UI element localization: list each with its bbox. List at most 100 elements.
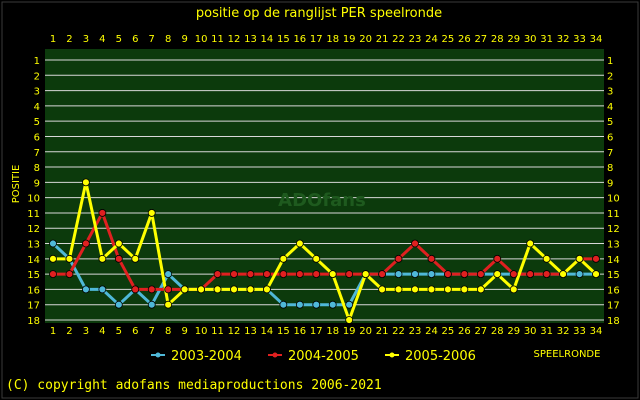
y-tick-left-18: 18	[27, 316, 40, 327]
point-2004-2005-19	[345, 270, 354, 279]
point-2004-2005-2	[65, 270, 74, 279]
point-2005-2006-1	[49, 254, 57, 263]
point-2005-2006-21	[378, 285, 386, 294]
y-tick-right-5: 5	[607, 117, 613, 128]
point-2005-2006-31	[542, 254, 551, 263]
point-2005-2006-27	[476, 285, 485, 294]
x-tick-top-30: 30	[524, 34, 537, 45]
point-2005-2006-17	[312, 254, 321, 263]
y-tick-right-2: 2	[607, 71, 613, 82]
point-2005-2006-8	[164, 300, 173, 309]
x-tick-top-33: 33	[573, 34, 586, 45]
legend-label-2004-2005: 2004-2005	[288, 349, 359, 364]
x-tick-bottom-34: 34	[590, 326, 603, 337]
x-tick-top-2: 2	[66, 34, 72, 45]
y-tick-left-3: 3	[34, 87, 40, 98]
x-tick-top-6: 6	[132, 34, 138, 45]
point-2005-2006-22	[394, 285, 403, 294]
point-2005-2006-25	[444, 285, 452, 294]
point-2005-2006-6	[131, 254, 140, 263]
y-tick-left-6: 6	[34, 132, 40, 143]
x-tick-bottom-21: 21	[376, 326, 389, 337]
y-tick-left-9: 9	[34, 178, 40, 189]
x-tick-bottom-26: 26	[458, 326, 471, 337]
y-tick-left-16: 16	[27, 285, 40, 296]
point-2005-2006-13	[246, 285, 255, 294]
x-tick-top-14: 14	[261, 34, 274, 45]
y-tick-right-9: 9	[607, 178, 613, 189]
y-tick-right-13: 13	[607, 240, 620, 251]
x-tick-bottom-29: 29	[507, 326, 520, 337]
y-tick-left-10: 10	[27, 194, 40, 205]
x-tick-bottom-7: 7	[149, 326, 155, 337]
series-line-2003-2004	[51, 242, 596, 307]
point-2005-2006-9	[180, 285, 189, 294]
point-2005-2006-4	[98, 254, 107, 263]
point-2005-2006-32	[559, 270, 567, 279]
point-2005-2006-15	[279, 254, 288, 263]
point-2004-2005-29	[509, 270, 518, 279]
x-tick-bottom-15: 15	[277, 326, 290, 337]
y-tick-right-4: 4	[607, 102, 613, 113]
x-tick-bottom-5: 5	[116, 326, 122, 337]
point-2003-2004-23	[411, 270, 419, 279]
point-2005-2006-11	[213, 285, 222, 294]
x-tick-bottom-12: 12	[228, 326, 241, 337]
point-2005-2006-34	[592, 270, 600, 279]
point-2003-2004-1	[49, 239, 57, 248]
point-2003-2004-3	[82, 285, 90, 294]
point-2004-2005-28	[493, 254, 502, 263]
series-line-2005-2006	[53, 180, 598, 322]
x-tick-bottom-4: 4	[99, 326, 105, 337]
x-tick-bottom-3: 3	[83, 326, 89, 337]
x-tick-top-10: 10	[195, 34, 208, 45]
x-tick-bottom-20: 20	[359, 326, 372, 337]
x-tick-bottom-10: 10	[195, 326, 208, 337]
point-2004-2005-14	[263, 270, 271, 279]
y-tick-right-11: 11	[607, 209, 620, 220]
x-tick-top-16: 16	[293, 34, 306, 45]
x-tick-bottom-31: 31	[540, 326, 553, 337]
x-tick-bottom-2: 2	[66, 326, 72, 337]
y-tick-right-7: 7	[607, 148, 613, 159]
point-2004-2005-1	[49, 270, 57, 279]
point-2004-2005-6	[131, 285, 140, 294]
point-2005-2006-24	[427, 285, 436, 294]
x-tick-bottom-30: 30	[524, 326, 537, 337]
point-2005-2006-7	[147, 209, 156, 217]
x-tick-bottom-33: 33	[573, 326, 586, 337]
y-tick-right-17: 17	[607, 301, 620, 312]
point-2005-2006-20	[361, 270, 370, 279]
point-2004-2005-7	[147, 285, 156, 294]
point-2004-2005-23	[411, 239, 419, 248]
point-2003-2004-19	[345, 300, 354, 309]
x-tick-top-25: 25	[442, 34, 455, 45]
point-2003-2004-18	[328, 300, 337, 309]
point-2005-2006-3	[82, 178, 90, 187]
x-tick-bottom-25: 25	[442, 326, 455, 337]
x-tick-top-26: 26	[458, 34, 471, 45]
y-tick-right-10: 10	[607, 194, 620, 205]
x-tick-top-24: 24	[425, 34, 438, 45]
y-tick-right-18: 18	[607, 316, 620, 327]
x-tick-top-19: 19	[343, 34, 356, 45]
point-2004-2005-12	[230, 270, 238, 279]
legend-label-2003-2004: 2003-2004	[171, 349, 242, 364]
point-2003-2004-15	[279, 300, 288, 309]
point-2004-2005-17	[312, 270, 321, 279]
point-2003-2004-22	[394, 270, 403, 279]
point-2005-2006-33	[575, 254, 584, 263]
point-2004-2005-4	[98, 209, 107, 217]
y-tick-left-15: 15	[27, 270, 40, 281]
point-2004-2005-3	[82, 239, 90, 248]
y-tick-right-12: 12	[607, 224, 620, 235]
point-2005-2006-29	[509, 285, 518, 294]
x-tick-top-15: 15	[277, 34, 290, 45]
y-tick-right-6: 6	[607, 132, 613, 143]
y-tick-right-16: 16	[607, 285, 620, 296]
plot-area	[45, 49, 604, 323]
point-2004-2005-8	[164, 285, 173, 294]
y-tick-left-14: 14	[27, 255, 40, 266]
x-tick-top-28: 28	[491, 34, 504, 45]
